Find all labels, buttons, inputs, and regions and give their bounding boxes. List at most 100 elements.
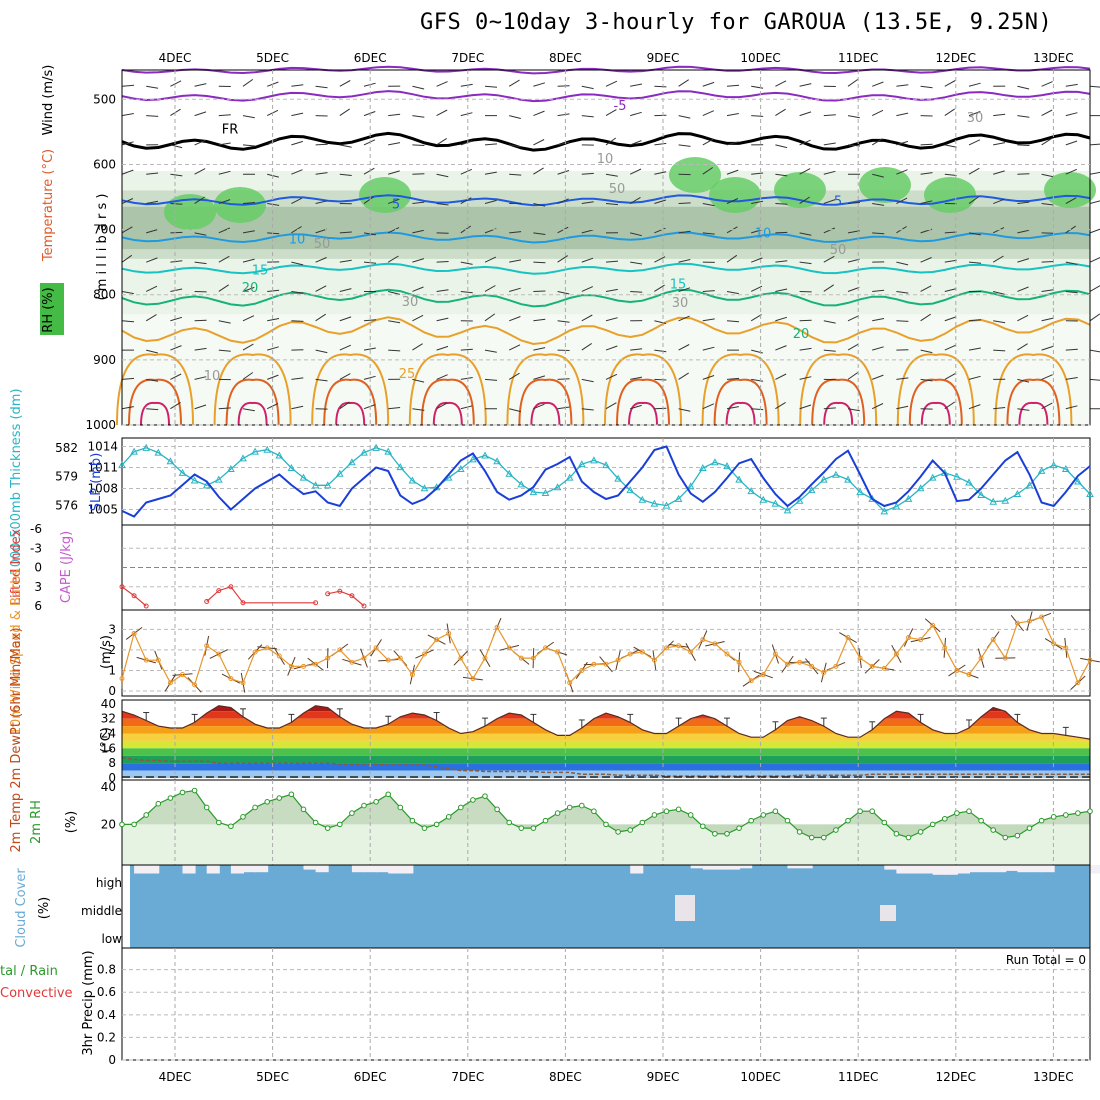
wind-barb [847,315,860,322]
wind-barb [315,285,327,292]
wind-barb [944,231,957,234]
thickness-marker [469,455,477,463]
thickness-marker [505,469,514,477]
slp-line [121,445,1091,518]
wind-barb [847,343,859,351]
wind-barb [799,196,810,204]
wind-barb [968,167,980,175]
wind-barb [581,172,594,175]
warm-dome-contour [518,378,573,426]
wind-barb [944,401,955,410]
wind-barb [218,227,231,234]
rh-marker [445,814,452,820]
thickness-marker [335,469,344,477]
wind-speed-line [121,616,1091,686]
rh-unit-label: (%) [64,811,79,834]
date-label-top: 6DEC [354,51,387,65]
wind-barb [944,108,955,117]
wind-barb [388,290,400,295]
wind-barb [267,374,279,380]
temp-band [122,711,1090,719]
wind-speed-marker [361,655,367,661]
isotherm-line-15 [121,262,1091,275]
wind-speed-marker [567,680,573,686]
wind-speed-marker [845,635,851,641]
wind-speed-marker [893,651,899,657]
wind-speed-marker [434,637,440,643]
temp-tick-label: 16 [101,741,116,755]
li-marker [337,588,343,594]
wind-barb [799,83,812,87]
li-line [121,586,147,607]
li-marker [143,603,149,609]
thickness-marker [723,462,731,470]
cloud-high-gap [981,865,995,873]
wind-speed-marker [869,663,875,669]
warm-dome-contour [335,401,366,426]
li-line [327,590,365,607]
thickness-marker [142,443,151,451]
wind-barb [896,84,909,87]
thickness-marker [154,448,163,456]
temp-line [121,705,1091,740]
isotherm-line-5 [121,194,1091,207]
wind-barb [194,376,207,380]
warm-dome-contour [506,353,585,426]
date-label-top: 12DEC [936,51,976,65]
wind-barb [170,203,183,205]
wind-speed-marker [216,651,222,657]
thickness-line [121,447,1091,513]
warm-dome-contour [799,353,878,426]
rh-marker [881,819,888,826]
wind-barb [170,144,183,149]
warm-dome-contour [140,401,170,426]
cloud-middle-gap [675,895,695,921]
wind-speed-marker [373,645,379,651]
wind-barb [1017,144,1030,146]
wind-barb [146,115,159,117]
wind-barb [726,169,739,175]
cloud-high-gap [727,865,741,870]
thickness-marker [287,463,296,472]
wind-barb [1065,140,1078,146]
rh-marker [1087,808,1093,815]
temp-tick-label: 40 [101,697,116,711]
wind-barb [242,343,254,351]
wind-barb [726,290,739,295]
wind-barb [1065,197,1077,204]
wind-speed-marker [918,637,924,643]
wind-speed-marker [385,657,391,663]
precip-legend-total: tal / Rain [0,964,58,979]
slp-axis-label: SLP (mb) [89,453,104,512]
wind-barb [775,80,787,87]
wind-barb [509,408,521,413]
wind-barb [121,141,134,146]
cloud-high-gap [230,865,244,874]
wind-barb [170,80,182,87]
li-tick-label: -3 [30,541,42,555]
wind-barb [508,79,520,87]
wind-barb [581,314,593,322]
rh-marker [1075,810,1081,816]
rh-marker [530,825,537,831]
thickness-marker [275,451,284,459]
wind-barb [1089,200,1100,205]
wind-barb [436,173,449,178]
wind-speed-marker [337,647,343,653]
thickness-marker [202,481,211,489]
wind-barb [145,314,157,322]
rh-panel-axis-label: 2m RH [29,800,44,844]
wind-barb [436,374,448,380]
wind-barb [775,144,788,149]
wind-barb [896,112,909,117]
wind-barb [799,139,811,146]
cloud-high-gap [255,865,269,873]
wind-barb [605,80,618,87]
wind-barb [339,373,351,380]
wind-barb [412,314,424,322]
wind-barb [581,115,594,118]
thickness-marker [541,489,550,497]
wind-barb [194,196,205,204]
wind-barb [533,347,546,351]
wind-barb [557,113,570,117]
